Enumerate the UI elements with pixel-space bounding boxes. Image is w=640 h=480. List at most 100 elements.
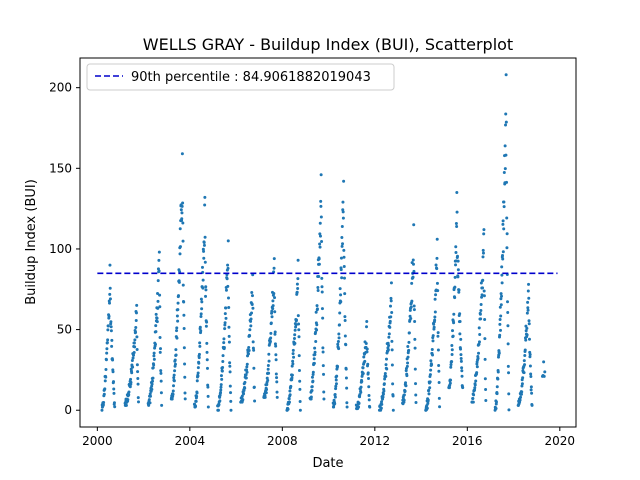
data-point (223, 327, 227, 331)
data-point (507, 392, 511, 396)
data-point (206, 394, 210, 398)
data-point (244, 376, 248, 380)
y-tick-label: 0 (64, 403, 72, 417)
data-point (135, 335, 139, 339)
data-point (524, 329, 528, 333)
data-point (173, 358, 177, 362)
data-point (310, 388, 314, 392)
data-point (402, 393, 406, 397)
data-point (359, 385, 363, 389)
data-point (345, 401, 349, 405)
data-point (459, 356, 463, 360)
data-point (101, 403, 105, 407)
data-point (497, 351, 501, 355)
data-point (409, 305, 413, 309)
data-point (318, 245, 322, 249)
data-point (322, 397, 326, 401)
data-point (337, 323, 341, 327)
data-point (134, 330, 138, 334)
data-point (317, 257, 321, 261)
data-point (290, 364, 294, 368)
data-point (296, 258, 300, 262)
data-point (500, 265, 504, 269)
data-point (414, 382, 418, 386)
data-point (158, 336, 162, 340)
data-point (105, 347, 109, 351)
data-point (269, 321, 273, 325)
data-point (250, 294, 254, 298)
data-point (334, 384, 338, 388)
data-point (427, 392, 431, 396)
data-point (477, 326, 481, 330)
data-point (453, 296, 457, 300)
data-point (426, 398, 430, 402)
data-point (127, 393, 131, 397)
data-point (228, 370, 232, 374)
chart-title: WELLS GRAY - Buildup Index (BUI), Scatte… (143, 35, 513, 54)
data-point (148, 401, 152, 405)
data-point (250, 311, 254, 315)
data-point (454, 245, 458, 249)
data-point (317, 274, 321, 278)
data-point (316, 286, 320, 290)
data-point (227, 325, 231, 329)
data-point (341, 200, 345, 204)
data-point (437, 364, 441, 367)
data-point (267, 371, 271, 375)
data-point (199, 297, 203, 301)
data-point (411, 262, 415, 266)
data-point (247, 346, 251, 350)
data-point (389, 281, 393, 285)
data-point (109, 325, 113, 329)
data-point (343, 319, 347, 322)
data-point (245, 365, 249, 369)
data-point (273, 332, 277, 336)
data-point (526, 306, 530, 310)
data-point (522, 371, 526, 375)
data-point (221, 360, 225, 364)
data-point (151, 376, 155, 380)
data-point (358, 393, 362, 397)
data-point (264, 391, 268, 395)
data-point (135, 348, 139, 351)
data-point (447, 386, 451, 390)
data-point (524, 338, 528, 342)
data-point (481, 278, 485, 282)
data-point (436, 348, 440, 352)
data-point (455, 225, 459, 229)
data-point (157, 250, 161, 254)
data-point (204, 324, 208, 328)
data-point (344, 367, 348, 371)
data-point (227, 296, 230, 300)
data-point (199, 329, 203, 333)
data-point (196, 371, 200, 375)
data-point (345, 386, 349, 390)
data-point (341, 242, 345, 246)
data-point (317, 262, 321, 266)
data-point (249, 319, 253, 323)
data-point (224, 306, 228, 310)
y-axis-label: Buildup Index (BUI) (24, 179, 39, 305)
data-point (334, 382, 338, 386)
data-point (227, 340, 231, 344)
data-point (339, 268, 343, 272)
data-point (199, 312, 203, 316)
data-point (291, 348, 295, 352)
data-point (434, 263, 438, 267)
data-point (265, 387, 269, 391)
data-point (380, 402, 384, 406)
data-point (432, 322, 436, 326)
data-point (274, 344, 278, 348)
data-point (360, 380, 364, 383)
data-point (385, 357, 388, 361)
data-point (430, 347, 434, 351)
data-point (435, 281, 439, 285)
data-point (180, 152, 184, 156)
data-point (109, 320, 113, 324)
data-point (435, 256, 439, 260)
data-point (288, 393, 292, 397)
data-point (322, 390, 326, 394)
data-point (315, 304, 319, 308)
data-point (275, 390, 279, 394)
data-point (226, 266, 230, 270)
